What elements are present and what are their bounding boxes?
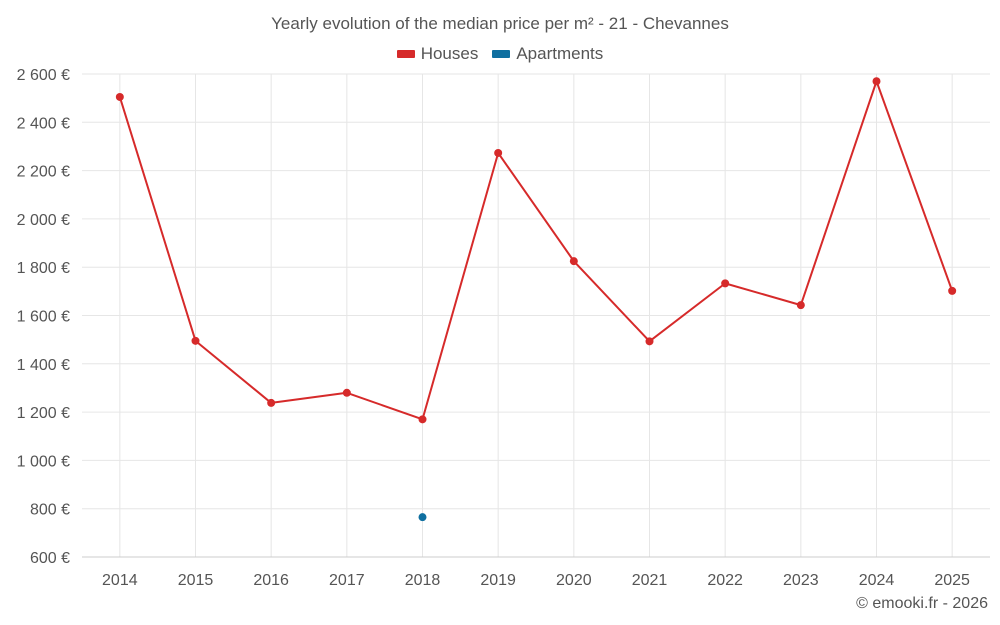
data-point-houses (569, 257, 578, 266)
x-tick-label: 2016 (253, 572, 289, 589)
data-point-houses (872, 77, 881, 86)
y-tick-label: 1 600 € (17, 309, 70, 326)
y-tick-label: 800 € (30, 502, 70, 519)
y-tick-label: 2 000 € (17, 212, 70, 229)
data-point-houses (645, 337, 654, 346)
data-point-houses (342, 388, 351, 397)
series-line-houses (118, 80, 954, 421)
data-point-houses (191, 336, 200, 345)
x-tick-label: 2020 (556, 572, 592, 589)
y-tick-label: 1 400 € (17, 357, 70, 374)
x-tick-label: 2015 (178, 572, 214, 589)
data-point-houses (796, 301, 805, 310)
data-point-houses (115, 92, 124, 101)
legend-item-houses[interactable]: Houses (396, 44, 479, 64)
y-tick-label: 2 200 € (17, 164, 70, 181)
legend-item-apartments[interactable]: Apartments (492, 44, 603, 64)
y-tick-label: 1 200 € (17, 405, 70, 422)
legend-label-apartments: Apartments (516, 44, 604, 63)
y-tick-label: 2 600 € (17, 67, 70, 84)
legend: Houses Apartments (0, 44, 1000, 64)
data-point-houses (948, 286, 957, 295)
x-tick-label: 2021 (632, 572, 668, 589)
data-point-houses (267, 398, 276, 407)
x-tick-label: 2018 (405, 572, 441, 589)
y-tick-label: 2 400 € (17, 115, 70, 132)
x-tick-label: 2014 (102, 572, 138, 589)
data-point-houses (494, 148, 503, 157)
x-tick-label: 2019 (480, 572, 516, 589)
legend-swatch-houses (396, 50, 415, 58)
x-tick-label: 2023 (783, 572, 819, 589)
chart-title: Yearly evolution of the median price per… (271, 14, 729, 33)
y-tick-label: 600 € (30, 550, 70, 567)
x-tick-label: 2017 (329, 572, 365, 589)
y-tick-label: 1 800 € (17, 260, 70, 277)
y-tick-label: 1 000 € (17, 453, 70, 470)
data-point-houses (721, 279, 730, 288)
copyright-text: © emooki.fr - 2026 (856, 595, 988, 612)
legend-label-houses: Houses (420, 44, 479, 63)
x-tick-label: 2022 (707, 572, 743, 589)
x-tick-label: 2025 (934, 572, 970, 589)
data-point-apartments (418, 513, 427, 522)
data-point-houses (418, 415, 427, 424)
x-tick-label: 2024 (859, 572, 895, 589)
legend-swatch-apartments (492, 50, 511, 58)
